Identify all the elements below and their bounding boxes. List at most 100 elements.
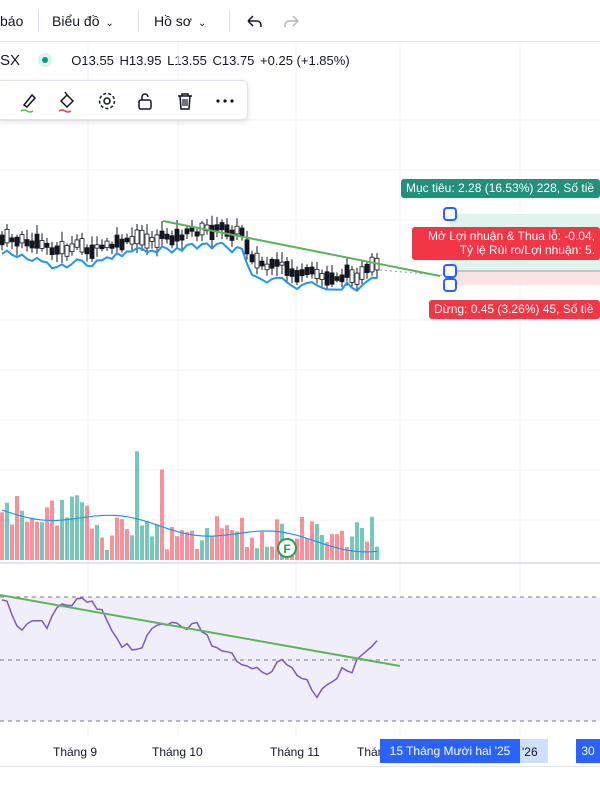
brush-icon [20, 93, 37, 113]
volume-bar [40, 522, 44, 560]
volume-bar [25, 521, 29, 560]
volume-bar [0, 512, 4, 560]
paint-bucket-icon [58, 91, 75, 113]
candle-body [134, 229, 140, 245]
gear-icon [98, 92, 116, 110]
top-toolbar: báo Biểu đồ ⌄ Hồ sơ ⌄ [0, 0, 600, 42]
volume-bar [130, 535, 134, 560]
volume-bar [35, 521, 39, 560]
candle-body [314, 269, 320, 280]
entry-handle[interactable] [443, 264, 457, 278]
volume-bar [180, 530, 184, 560]
fill-color-button[interactable] [53, 87, 81, 115]
volume-bar [325, 542, 329, 560]
candle-body [369, 256, 375, 273]
pnl-label: Mở Lợi nhuận & Thua lỗ: -0.04, [428, 229, 595, 243]
candle-body [174, 228, 180, 242]
volume-bar [105, 549, 109, 560]
volume-bar [220, 528, 224, 560]
candle-body [129, 236, 135, 245]
volume-bar [85, 505, 89, 560]
candle-body [14, 236, 20, 247]
candle-body [294, 270, 300, 283]
candle-body [234, 225, 240, 235]
time-axis-label: Thán [357, 745, 385, 759]
volume-bar [30, 517, 34, 560]
volume-bar [190, 530, 194, 560]
volume-bar [260, 531, 264, 560]
volume-bar [160, 469, 164, 560]
volume-bar [310, 521, 314, 560]
stop-zone [450, 271, 600, 285]
redo-icon [284, 15, 299, 27]
end-date-badge: 30 [576, 739, 600, 763]
trash-icon [178, 93, 192, 110]
volume-bar [75, 495, 79, 560]
redo-button[interactable] [282, 0, 304, 42]
live-status-dot [37, 53, 52, 67]
undo-icon [247, 15, 262, 27]
alerts-button[interactable]: báo [0, 0, 23, 42]
volume-bar [215, 516, 219, 560]
volume-bar [225, 525, 229, 560]
earnings-marker-label: F [283, 542, 290, 556]
candle-body [189, 227, 195, 232]
candle-body [224, 224, 230, 237]
candle-body [214, 224, 220, 231]
candle-body [194, 231, 200, 237]
volume-bar [65, 517, 69, 560]
target-label: Mục tiêu: 2.28 (16.53%) 228, Số tiề [401, 179, 600, 198]
candle-body [44, 242, 50, 248]
profile-button[interactable]: Hồ sơ ⌄ [154, 0, 206, 42]
candle-body [304, 267, 310, 276]
volume-bar [175, 536, 179, 560]
candle-body [339, 274, 345, 283]
volume-bar [140, 525, 144, 560]
time-axis-label: Tháng 10 [152, 745, 203, 759]
volume-bar [5, 502, 9, 560]
undo-button[interactable] [244, 0, 266, 42]
price-chart[interactable]: F [0, 0, 600, 736]
candle-body [254, 252, 260, 269]
volume-bar [60, 499, 64, 560]
settings-button[interactable] [93, 87, 121, 115]
close-value: C13.75 [212, 53, 255, 68]
candle-body [319, 273, 325, 280]
candle-body [109, 243, 115, 249]
volume-bar [335, 534, 339, 560]
stop-handle[interactable] [443, 278, 457, 292]
candles-group [0, 215, 380, 291]
candle-body [354, 272, 360, 285]
earnings-marker[interactable]: F [277, 538, 297, 558]
candle-body [0, 234, 5, 246]
line-color-button[interactable] [15, 87, 43, 115]
candle-body [289, 268, 295, 277]
volume-bar [240, 517, 244, 560]
volume-average-line [1, 509, 378, 553]
volume-bar [170, 526, 174, 560]
candle-body [104, 240, 110, 249]
end-date-label: 30 [581, 744, 595, 758]
candle-body [84, 247, 90, 255]
lock-button[interactable] [131, 87, 159, 115]
volume-bar [185, 532, 189, 560]
chart-type-label: Biểu đồ [52, 13, 100, 29]
candle-body [359, 266, 365, 280]
candle-body [144, 233, 150, 249]
candle-body [334, 276, 340, 281]
candle-body [309, 266, 315, 275]
time-axis[interactable]: Tháng 9 Tháng 10 Tháng 11 Thán 15 Tháng … [0, 736, 600, 766]
price-trend-line[interactable] [162, 220, 441, 277]
candle-body [139, 229, 145, 246]
symbol-name[interactable]: SX [0, 52, 21, 69]
target-handle[interactable] [443, 207, 457, 221]
rsi-trend-line[interactable] [0, 594, 401, 667]
volume-bar [115, 517, 119, 560]
chart-type-button[interactable]: Biểu đồ ⌄ [52, 0, 114, 42]
candle-body [149, 237, 155, 242]
volume-bar [375, 546, 379, 560]
volume-bar [15, 496, 19, 560]
delete-button[interactable] [171, 87, 199, 115]
more-button[interactable] [211, 87, 239, 115]
candle-body [19, 234, 25, 244]
